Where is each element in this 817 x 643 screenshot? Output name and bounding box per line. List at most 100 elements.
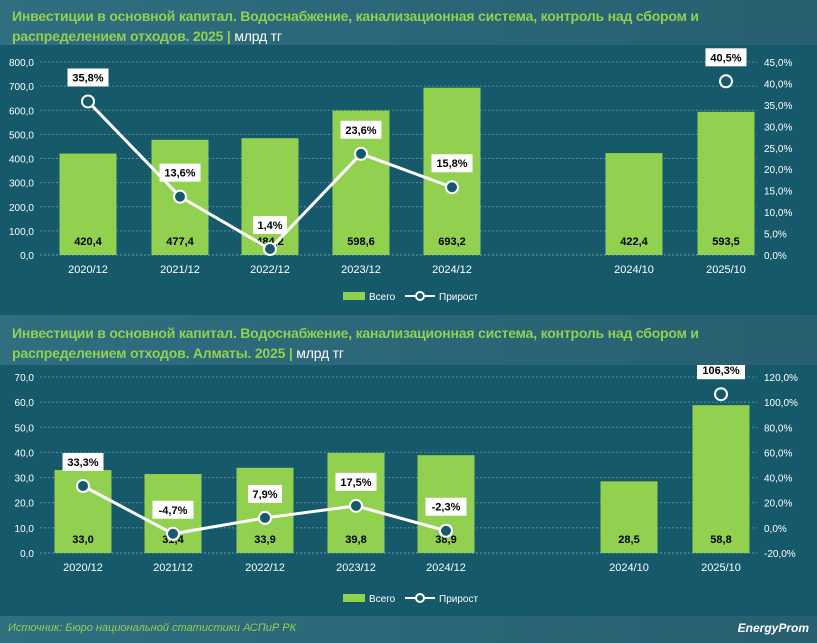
y-tick-label: 70,0: [15, 373, 35, 384]
x-tick-label: 2024/10: [609, 562, 649, 574]
bar: [605, 153, 663, 255]
growth-label: 106,3%: [702, 365, 740, 377]
y2-tick-label: 0,0%: [764, 251, 787, 262]
legend-line-marker: [415, 291, 425, 301]
y-tick-label: 0,0: [20, 549, 34, 560]
footer: Источник: Бюро национальной статистики А…: [0, 616, 817, 643]
y2-tick-label: 30,0%: [764, 122, 792, 133]
y2-tick-label: 45,0%: [764, 58, 792, 69]
growth-label-box: [335, 472, 377, 491]
growth-label: 33,3%: [67, 457, 98, 469]
bar-label: 33,9: [254, 534, 275, 546]
y-tick-label: 20,0: [15, 499, 35, 510]
bar-label: 420,4: [74, 236, 102, 248]
bar: [692, 405, 750, 553]
y2-tick-label: 25,0%: [764, 144, 792, 155]
x-tick-label: 2024/12: [432, 264, 472, 276]
y2-tick-label: 80,0%: [764, 423, 792, 434]
bar-label: 598,6: [347, 236, 375, 248]
growth-label-box: [67, 68, 109, 87]
bar-label: 693,2: [438, 236, 466, 248]
growth-marker: [76, 478, 90, 493]
growth-marker: [714, 387, 728, 402]
x-tick-label: 2024/12: [426, 562, 466, 574]
unit: млрд тг: [234, 28, 282, 44]
energyprom-logo: EnergyProm: [737, 621, 809, 635]
unit: млрд тг: [296, 345, 344, 361]
growth-label: 40,5%: [710, 52, 741, 64]
bar-label: 33,0: [72, 534, 93, 546]
bar-label: 28,5: [618, 534, 639, 546]
x-tick-label: 2020/12: [68, 264, 108, 276]
growth-label-box: [62, 452, 104, 471]
y2-tick-label: 60,0%: [764, 448, 792, 459]
chart2: 0,0 10,0 20,0 30,0 40,0 50,0 60,0 70,0 -20,0% 0,0…: [15, 365, 798, 605]
growth-marker: [166, 526, 180, 541]
chart1: 0,0 100,0 200,0 300,0 400,0 500,0 600,0 700,0 80…: [9, 48, 792, 303]
y2-tick-label: 40,0%: [764, 474, 792, 485]
growth-marker: [445, 180, 459, 195]
y2-tick-label: 20,0%: [764, 499, 792, 510]
legend-bar-swatch: [343, 292, 365, 300]
y2-tick-label: 100,0%: [764, 398, 798, 409]
chart2-title: Инвестиции в основной капитал. Водоснабж…: [0, 315, 817, 365]
y2-tick-label: 5,0%: [764, 230, 787, 241]
growth-label-box: [425, 497, 467, 516]
y2-tick-label: 35,0%: [764, 101, 792, 112]
x-tick-label: 2022/12: [245, 562, 285, 574]
growth-label: 35,8%: [72, 72, 103, 84]
x-tick-label: 2021/12: [153, 562, 193, 574]
legend-line-marker: [415, 593, 425, 603]
legend-bar-label: Всего: [369, 292, 396, 303]
title-text: Инвестиции в основной капитал. Водоснабж…: [12, 8, 699, 44]
growth-label: 13,6%: [164, 168, 195, 180]
growth-marker: [719, 74, 733, 89]
growth-label-box: [697, 365, 745, 380]
bar-label: 593,5: [712, 236, 740, 248]
bar: [59, 153, 117, 255]
title-text: Инвестиции в основной капитал. Водоснабж…: [12, 325, 699, 361]
legend-bar-swatch: [343, 594, 365, 602]
growth-marker: [263, 241, 277, 256]
growth-label-box: [248, 484, 282, 503]
y2-tick-label: 120,0%: [764, 373, 798, 384]
y-tick-label: 60,0: [15, 398, 35, 409]
growth-marker: [173, 189, 187, 204]
y2-tick-label: 15,0%: [764, 187, 792, 198]
x-tick-label: 2021/12: [160, 264, 200, 276]
chart1-title: Инвестиции в основной капитал. Водоснабж…: [0, 0, 817, 45]
x-tick-label: 2020/12: [63, 562, 103, 574]
growth-label: -2,3%: [432, 502, 461, 514]
growth-marker: [81, 94, 95, 109]
y-tick-label: 100,0: [9, 227, 34, 238]
y2-tick-label: 40,0%: [764, 79, 792, 90]
growth-marker: [439, 523, 453, 538]
growth-label-box: [253, 215, 287, 234]
x-tick-label: 2023/12: [336, 562, 376, 574]
growth-label: -4,7%: [159, 505, 188, 517]
y2-tick-label: 20,0%: [764, 165, 792, 176]
bar-label: 422,4: [620, 236, 648, 248]
x-tick-label: 2023/12: [341, 264, 381, 276]
legend-line-label: Прирост: [439, 594, 478, 605]
growth-label-box: [152, 500, 194, 519]
growth-label-box: [340, 120, 382, 139]
growth-label: 15,8%: [436, 158, 467, 170]
y-tick-label: 200,0: [9, 203, 34, 214]
x-tick-label: 2024/10: [614, 264, 654, 276]
x-tick-label: 2022/12: [250, 264, 290, 276]
bar: [236, 467, 294, 553]
y-tick-label: 400,0: [9, 155, 34, 166]
bar-label: 38,9: [435, 534, 456, 546]
bar-label: 39,8: [345, 534, 366, 546]
growth-marker: [258, 510, 272, 525]
y-tick-label: 600,0: [9, 106, 34, 117]
growth-label: 7,9%: [252, 489, 277, 501]
legend-line-label: Прирост: [439, 292, 478, 303]
y2-tick-label: 0,0%: [764, 524, 787, 535]
growth-label-box: [159, 163, 201, 182]
legend-bar-label: Всего: [369, 594, 396, 605]
source: Источник: Бюро национальной статистики А…: [8, 622, 297, 634]
growth-label: 1,4%: [257, 220, 282, 232]
growth-label-box: [431, 154, 473, 173]
